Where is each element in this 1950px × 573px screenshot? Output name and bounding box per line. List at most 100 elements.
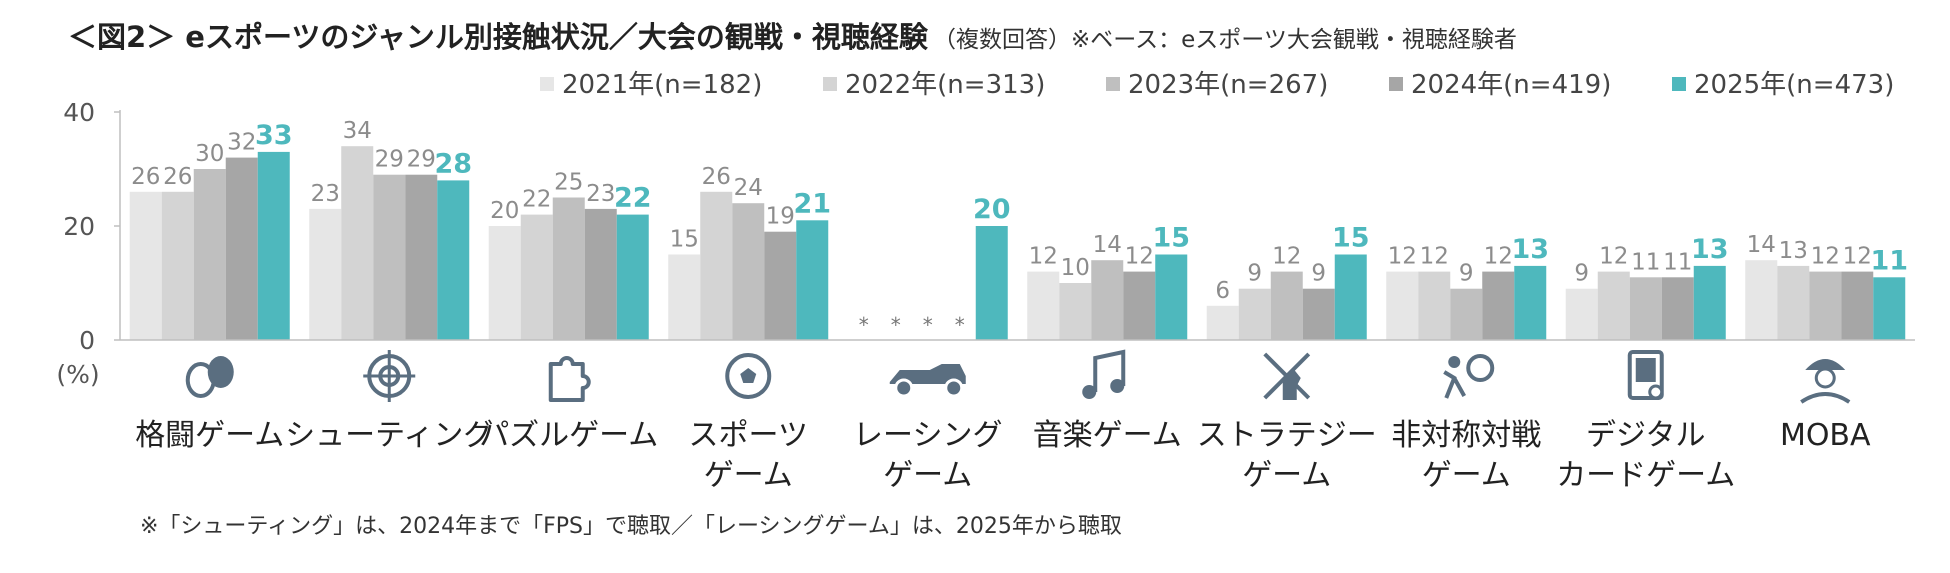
x-tick-label: ゲーム <box>883 458 972 493</box>
bar <box>700 191 733 340</box>
bar <box>1450 288 1483 340</box>
legend-item: 2021年(n=182) <box>540 70 762 100</box>
data-label: 9 <box>1247 261 1262 287</box>
bar <box>975 226 1008 340</box>
data-label: 24 <box>734 175 763 201</box>
data-label: 12 <box>1843 244 1872 270</box>
bar <box>341 146 374 340</box>
bar <box>1027 271 1060 340</box>
legend-swatch <box>1389 77 1403 91</box>
footnote: ※「シューティング」は、2024年まで「FPS」で聴取／「レーシングゲーム」は、… <box>140 514 1122 539</box>
crosshair-icon <box>363 350 416 402</box>
data-label: 12 <box>1272 244 1301 270</box>
race-car-icon <box>889 364 966 398</box>
missing-marker: * <box>891 313 901 337</box>
x-tick-label: MOBA <box>1780 418 1871 453</box>
music-note-icon <box>1082 349 1126 399</box>
y-tick-label: 20 <box>63 212 95 241</box>
y-tick-label: 0 <box>79 326 95 355</box>
bar <box>1629 277 1662 340</box>
bar <box>405 174 438 340</box>
data-label: 6 <box>1215 278 1230 304</box>
bar <box>1386 271 1419 340</box>
bar <box>437 180 470 340</box>
x-tick-label: カードゲーム <box>1556 458 1735 493</box>
data-label: 11 <box>1663 249 1692 275</box>
chart-title-sub: （複数回答）※ベース：eスポーツ大会観戦・視聴経験者 <box>933 27 1517 53</box>
data-label: 9 <box>1459 261 1474 287</box>
legend-swatch <box>540 77 554 91</box>
data-label: 9 <box>1574 261 1589 287</box>
legend-swatch <box>823 77 837 91</box>
legend-item: 2025年(n=473) <box>1672 70 1894 100</box>
bar <box>1238 288 1271 340</box>
x-tick-label: 非対称対戦 <box>1391 418 1541 453</box>
x-tick-label: デジタル <box>1586 418 1705 453</box>
bar <box>129 191 162 340</box>
bar <box>257 151 290 340</box>
legend-swatch <box>1106 77 1120 91</box>
data-label: 11 <box>1631 249 1660 275</box>
bar <box>1334 254 1367 340</box>
x-tick-label: 格闘ゲーム <box>135 418 284 453</box>
data-label: 29 <box>407 147 436 173</box>
bar <box>1661 277 1694 340</box>
data-label: 12 <box>1599 244 1628 270</box>
data-label: 20 <box>973 194 1011 225</box>
data-label: 33 <box>255 120 293 151</box>
data-label: 11 <box>1870 245 1908 276</box>
bar <box>1418 271 1451 340</box>
x-tick-label: ストラテジー <box>1197 418 1377 453</box>
bar <box>584 208 617 340</box>
data-label: 9 <box>1311 261 1326 287</box>
legend-label: 2021年(n=182) <box>562 70 762 100</box>
data-label: 15 <box>1152 223 1190 254</box>
soccer-ball-icon <box>725 353 772 399</box>
data-label: 28 <box>434 148 472 179</box>
bar <box>1745 260 1778 340</box>
legend-label: 2022年(n=313) <box>845 70 1045 100</box>
bar <box>1693 265 1726 340</box>
bar <box>193 169 226 340</box>
bar <box>488 226 521 340</box>
unit-label: (%) <box>56 360 99 389</box>
bar <box>1873 277 1906 340</box>
boxing-gloves-icon <box>185 356 234 398</box>
data-label: 14 <box>1093 232 1122 258</box>
legend-label: 2023年(n=267) <box>1128 70 1328 100</box>
bar <box>1809 271 1842 340</box>
data-label: 26 <box>702 164 731 190</box>
data-label: 26 <box>131 164 160 190</box>
legend-item: 2022年(n=313) <box>823 70 1045 100</box>
data-label: 13 <box>1691 234 1729 265</box>
bar <box>732 203 765 340</box>
x-tick-label: ゲーム <box>1242 458 1331 493</box>
bar <box>1841 271 1874 340</box>
missing-marker: * <box>923 313 933 337</box>
bar <box>764 231 797 340</box>
bar <box>1777 265 1810 340</box>
data-label: 19 <box>766 204 795 230</box>
data-label: 15 <box>1332 223 1370 254</box>
bar <box>1206 305 1239 340</box>
legend-swatch <box>1672 77 1686 91</box>
bar <box>161 191 194 340</box>
data-label: 30 <box>195 141 224 167</box>
bar <box>1270 271 1303 340</box>
x-tick-label: 音楽ゲーム <box>1033 418 1182 453</box>
x-tick-label: シューティング <box>285 418 493 453</box>
x-tick-label: パズルゲーム <box>479 418 658 453</box>
bar <box>616 214 649 340</box>
bar <box>1302 288 1335 340</box>
bar <box>1155 254 1188 340</box>
data-label: 29 <box>375 147 404 173</box>
data-label: 15 <box>670 227 699 253</box>
bar <box>1123 271 1156 340</box>
data-label: 22 <box>522 187 551 213</box>
x-tick-label: ゲーム <box>704 458 793 493</box>
puzzle-piece-icon <box>548 356 591 402</box>
bar <box>1059 283 1092 340</box>
card-device-icon <box>1627 350 1664 400</box>
y-tick-label: 40 <box>63 98 95 127</box>
